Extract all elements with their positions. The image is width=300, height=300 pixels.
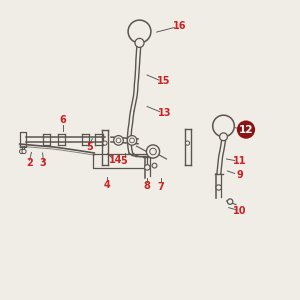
Circle shape [185, 141, 190, 145]
Text: 11: 11 [233, 155, 246, 166]
Circle shape [213, 115, 234, 137]
Text: 9: 9 [236, 169, 243, 180]
Circle shape [128, 20, 151, 43]
Text: 10: 10 [233, 206, 247, 217]
Text: 6: 6 [60, 115, 66, 125]
Circle shape [22, 149, 26, 154]
Circle shape [114, 136, 123, 145]
Circle shape [216, 185, 221, 190]
Circle shape [103, 141, 107, 145]
Text: 15: 15 [157, 76, 170, 86]
Text: 3: 3 [39, 158, 46, 169]
Circle shape [152, 163, 157, 168]
Text: 4: 4 [103, 179, 110, 190]
Text: 14: 14 [109, 154, 122, 165]
Circle shape [20, 149, 24, 154]
Text: 12: 12 [239, 124, 253, 135]
Text: 16: 16 [173, 21, 187, 32]
Circle shape [127, 136, 137, 145]
Circle shape [145, 165, 150, 170]
Text: 13: 13 [158, 107, 171, 118]
Text: 7: 7 [157, 182, 164, 192]
Circle shape [220, 133, 227, 141]
Circle shape [135, 38, 144, 47]
Text: 5: 5 [120, 155, 127, 166]
Circle shape [227, 199, 233, 204]
Text: 8: 8 [144, 181, 150, 191]
Text: 5: 5 [87, 142, 93, 152]
Text: 2: 2 [26, 158, 33, 168]
Circle shape [146, 145, 160, 158]
